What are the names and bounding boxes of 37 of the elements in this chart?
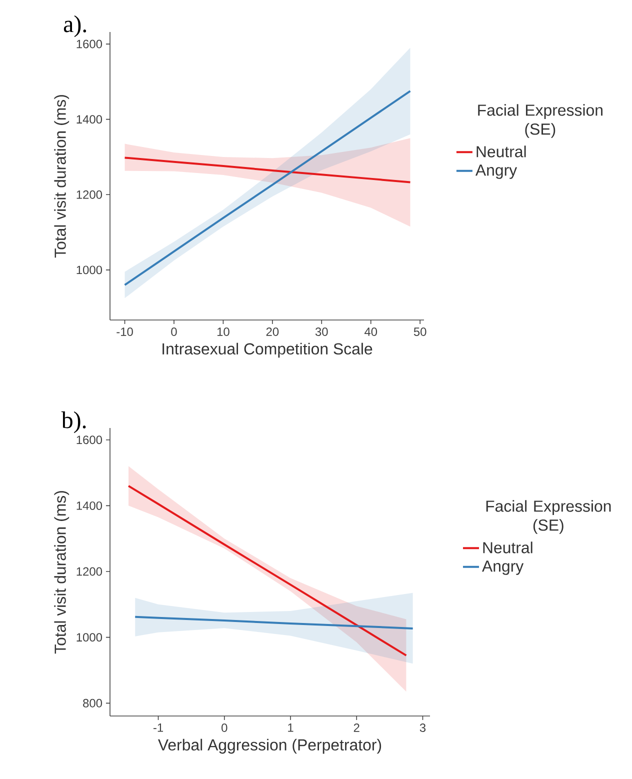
x-tick-label: 10 [217, 328, 230, 336]
y-tick-label: 1600 [76, 436, 102, 444]
y-tick-label: 800 [83, 698, 102, 708]
legend-title: Facial Expression (SE) [478, 104, 602, 138]
chart-title: b). [61, 411, 86, 434]
y-axis-title: Total visit duration (ms) [54, 95, 70, 258]
legend-label: Angry [475, 164, 518, 179]
y-tick-label: 1400 [76, 501, 102, 510]
x-tick-label: -1 [153, 724, 163, 732]
legend-label: Neutral [476, 146, 526, 158]
line-series [124, 156, 412, 184]
y-tick-label: 1600 [76, 40, 102, 48]
x-tick-label: 1 [288, 724, 294, 732]
y-tick-label: 1000 [76, 266, 102, 274]
line-series [124, 90, 412, 286]
x-tick-label: 3 [420, 724, 426, 732]
x-axis-title: Verbal Aggression (Perpetrator) [158, 738, 382, 754]
legend-label: Angry [482, 560, 524, 575]
x-tick-label: 2 [354, 724, 360, 732]
line-series [128, 484, 408, 656]
x-axis-title: Intrasexual Competition Scale [162, 342, 372, 358]
y-tick-label: 1200 [76, 190, 102, 199]
y-tick-label: 1400 [76, 115, 102, 124]
x-tick-label: 50 [414, 328, 426, 336]
legend-title: Facial Expression (SE) [486, 500, 611, 534]
x-tick-label: 0 [222, 724, 228, 732]
chart-title: a). [64, 15, 86, 38]
y-axis-title: Total visit duration (ms) [54, 491, 70, 654]
y-tick-label: 1200 [76, 567, 102, 576]
x-tick-label: 0 [171, 328, 177, 336]
x-tick-label: 40 [364, 328, 378, 336]
x-tick-label: 20 [266, 328, 279, 336]
line-series [134, 616, 414, 630]
legend-label: Neutral [483, 542, 532, 554]
x-tick-label: 30 [315, 328, 328, 336]
x-tick-label: -10 [116, 328, 133, 336]
y-tick-label: 1000 [76, 633, 102, 642]
